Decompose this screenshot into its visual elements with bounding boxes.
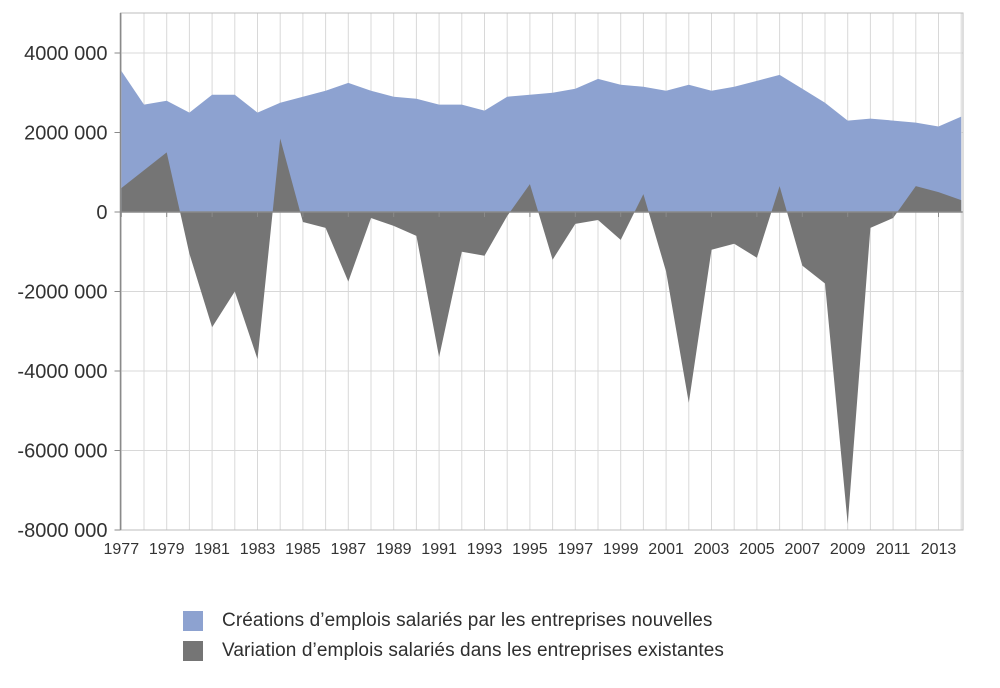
x-axis-label: 1977 <box>104 541 140 558</box>
legend-item-new-enterprises: Créations d’emplois salariés par les ent… <box>183 610 724 631</box>
x-axis-label: 1999 <box>603 541 639 558</box>
x-axis-label: 2001 <box>648 541 684 558</box>
y-axis-label: -4000 000 <box>17 361 107 383</box>
x-axis-label: 1979 <box>149 541 185 558</box>
x-axis-label: 2007 <box>785 541 821 558</box>
legend-swatch-blue <box>183 610 203 631</box>
y-axis-label: 0 <box>96 202 107 224</box>
x-axis-label: 1983 <box>240 541 276 558</box>
x-axis-label: 2009 <box>830 541 866 558</box>
area-new-enterprises <box>121 70 962 212</box>
y-axis-label: -2000 000 <box>17 282 107 304</box>
y-axis-label: 4000 000 <box>24 43 107 65</box>
legend-item-existing-enterprises: Variation d’emplois salariés dans les en… <box>183 640 724 661</box>
x-axis-label: 1987 <box>331 541 367 558</box>
legend: Créations d’emplois salariés par les ent… <box>183 610 724 661</box>
x-axis-label: 1995 <box>512 541 548 558</box>
legend-label-new-enterprises: Créations d’emplois salariés par les ent… <box>222 609 713 631</box>
legend-label-existing-enterprises: Variation d’emplois salariés dans les en… <box>222 639 725 661</box>
x-axis-label: 1991 <box>421 541 457 558</box>
x-axis-label: 1989 <box>376 541 412 558</box>
y-axis-label: -6000 000 <box>17 441 107 463</box>
x-axis-label: 2013 <box>921 541 957 558</box>
y-axis-label: -8000 000 <box>17 520 107 542</box>
x-axis-label: 2003 <box>694 541 730 558</box>
x-axis-label: 2011 <box>876 541 911 558</box>
x-axis-label: 1985 <box>285 541 321 558</box>
x-axis-label: 1981 <box>194 541 230 558</box>
x-axis-label: 2005 <box>739 541 775 558</box>
x-axis-label: 1993 <box>467 541 503 558</box>
area-existing-enterprises <box>121 138 962 525</box>
y-axis-label: 2000 000 <box>24 123 107 145</box>
legend-swatch-gray <box>183 640 203 661</box>
x-axis-label: 1997 <box>558 541 594 558</box>
